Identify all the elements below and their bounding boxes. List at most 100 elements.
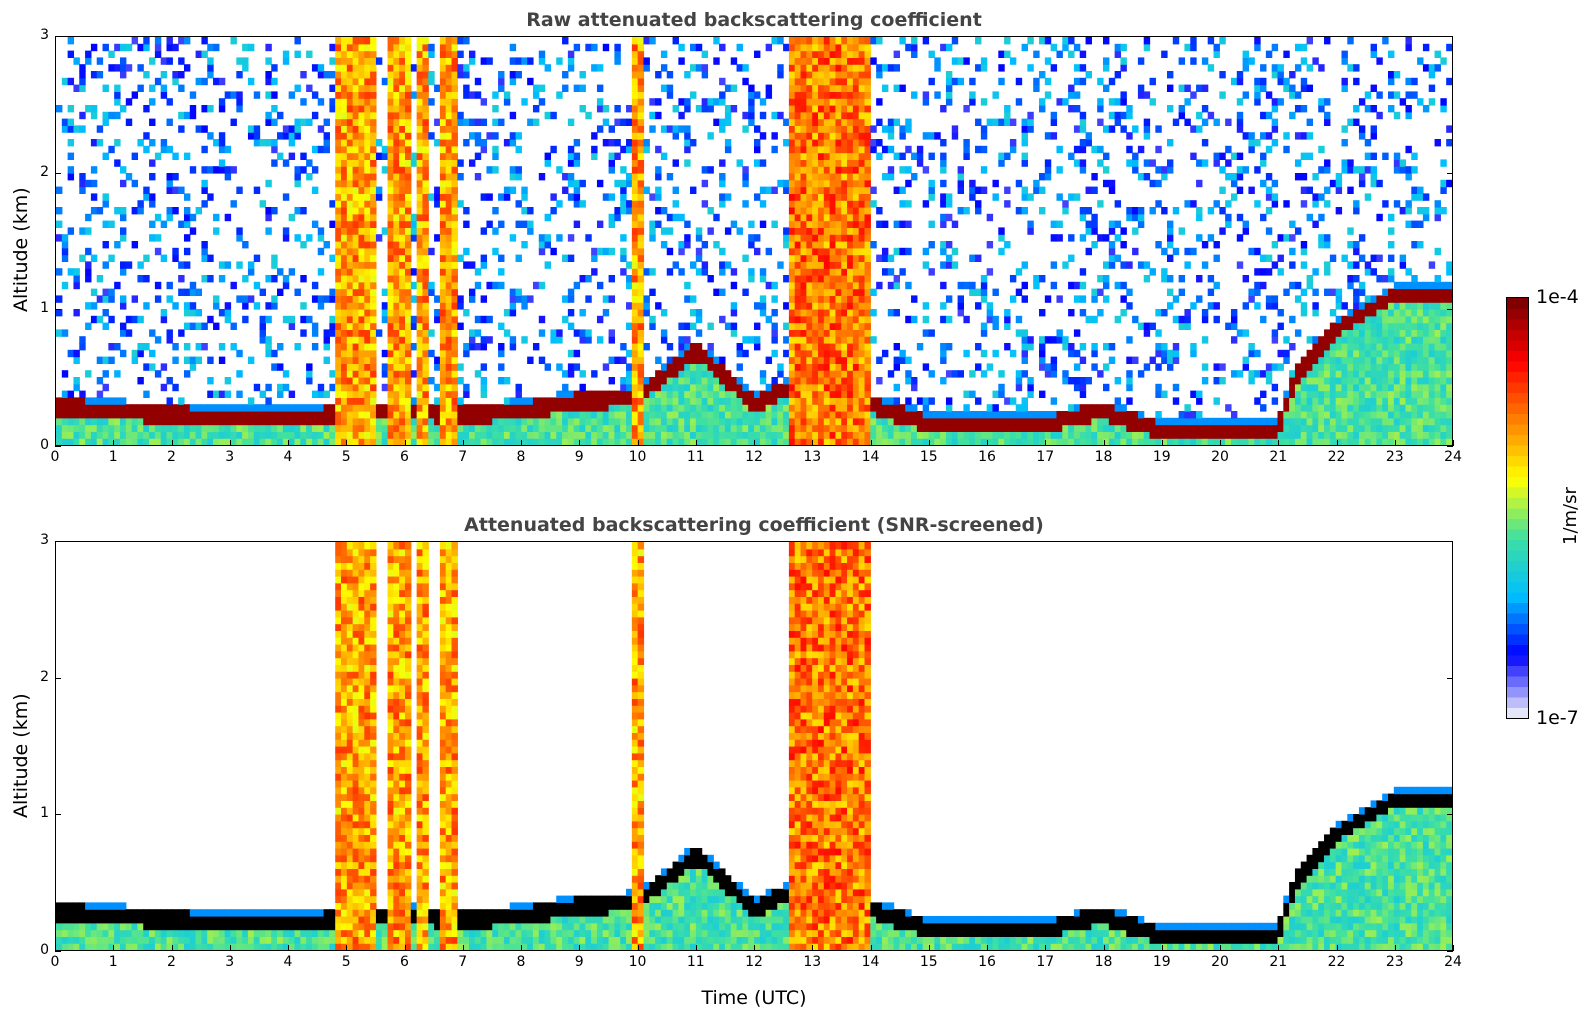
heatmap-cell	[556, 57, 563, 65]
heatmap-cell	[370, 152, 377, 160]
heatmap-cell	[399, 104, 406, 113]
heatmap-cell	[800, 261, 807, 269]
heatmap-cell	[352, 139, 360, 147]
heatmap-cell	[986, 438, 994, 445]
heatmap-cell	[1126, 356, 1133, 364]
heatmap-cell	[817, 322, 825, 330]
heatmap-cell	[463, 220, 470, 228]
heatmap-cell	[1103, 64, 1110, 72]
heatmap-cell	[829, 186, 837, 194]
heatmap-cell	[521, 295, 528, 303]
heatmap-cell	[317, 98, 325, 106]
heatmap-cell	[108, 145, 115, 154]
heatmap-cell	[341, 104, 348, 113]
heatmap-cell	[695, 370, 703, 378]
heatmap-cell	[149, 84, 156, 92]
heatmap-cell	[259, 431, 266, 439]
heatmap-cell	[806, 390, 813, 398]
heatmap-cell	[1073, 281, 1081, 290]
heatmap-cell	[242, 241, 249, 249]
heatmap-cell	[887, 404, 895, 412]
heatmap-cell	[1166, 139, 1174, 147]
heatmap-cell	[277, 417, 284, 426]
heatmap-cell	[422, 295, 429, 303]
heatmap-cell	[823, 397, 831, 405]
heatmap-cell	[858, 37, 866, 45]
heatmap-cell	[230, 404, 237, 412]
heatmap-cell	[137, 200, 144, 208]
heatmap-cell	[306, 234, 313, 242]
heatmap-cell	[399, 370, 406, 378]
heatmap-cell	[317, 71, 325, 79]
heatmap-cell	[538, 315, 546, 324]
heatmap-cell	[445, 295, 453, 303]
heatmap-cell	[387, 261, 394, 269]
heatmap-cell	[1108, 424, 1116, 432]
heatmap-cell	[399, 356, 406, 364]
heatmap-cell	[230, 281, 237, 290]
heatmap-cell	[1126, 383, 1133, 392]
heatmap-cell	[631, 397, 639, 405]
heatmap-cell	[486, 424, 493, 432]
heatmap-cell	[422, 268, 429, 276]
heatmap-cell	[1062, 37, 1069, 45]
heatmap-cell	[114, 91, 121, 99]
heatmap-cell	[277, 132, 284, 140]
heatmap-cell	[887, 417, 895, 426]
heatmap-cell	[754, 302, 761, 310]
heatmap-cell	[852, 173, 860, 181]
heatmap-cell	[277, 438, 284, 445]
heatmap-cell	[1027, 193, 1034, 201]
heatmap-cell	[986, 268, 994, 276]
heatmap-cell	[893, 247, 901, 256]
heatmap-cell	[992, 179, 999, 188]
heatmap-cell	[1050, 417, 1058, 426]
heatmap-cell	[335, 104, 342, 113]
heatmap-cell	[253, 186, 261, 194]
heatmap-cell	[777, 390, 784, 398]
heatmap-cell	[858, 261, 866, 269]
heatmap-cell	[719, 98, 726, 106]
heatmap-cell	[620, 234, 627, 242]
heatmap-cell	[416, 64, 424, 72]
heatmap-cell	[678, 268, 685, 276]
heatmap-cell	[387, 383, 394, 392]
heatmap-cell	[940, 315, 947, 324]
heatmap-cell	[1149, 268, 1156, 276]
heatmap-cell	[724, 84, 732, 92]
heatmap-cell	[655, 166, 662, 174]
heatmap-cell	[736, 438, 743, 445]
heatmap-cell	[858, 166, 866, 174]
heatmap-cell	[352, 132, 360, 140]
heatmap-cell	[457, 438, 464, 445]
heatmap-cell	[538, 438, 546, 445]
heatmap-cell	[730, 220, 738, 228]
heatmap-cell	[131, 438, 139, 445]
heatmap-cell	[788, 125, 796, 133]
heatmap-cell	[358, 302, 365, 310]
heatmap-cell	[631, 186, 639, 194]
heatmap-cell	[125, 43, 133, 52]
heatmap-cell	[399, 98, 406, 106]
heatmap-cell	[230, 37, 237, 45]
heatmap-cell	[864, 213, 871, 222]
heatmap-cell	[160, 84, 168, 92]
heatmap-cell	[934, 57, 941, 65]
heatmap-cell	[521, 404, 528, 412]
heatmap-cell	[416, 152, 424, 160]
heatmap-cell	[684, 145, 691, 154]
heatmap-cell	[439, 50, 447, 58]
heatmap-cell	[841, 77, 848, 86]
heatmap-cell	[1033, 77, 1040, 86]
heatmap-cell	[660, 377, 668, 385]
heatmap-cell	[713, 356, 720, 364]
heatmap-cell	[852, 308, 860, 317]
heatmap-cell	[754, 193, 761, 201]
heatmap-cell	[864, 295, 871, 303]
heatmap-cell	[114, 206, 121, 215]
heatmap-cell	[445, 356, 453, 364]
heatmap-cell	[1126, 111, 1133, 120]
heatmap-cell	[835, 247, 842, 256]
heatmap-cell	[951, 247, 959, 256]
heatmap-cell	[288, 417, 296, 426]
